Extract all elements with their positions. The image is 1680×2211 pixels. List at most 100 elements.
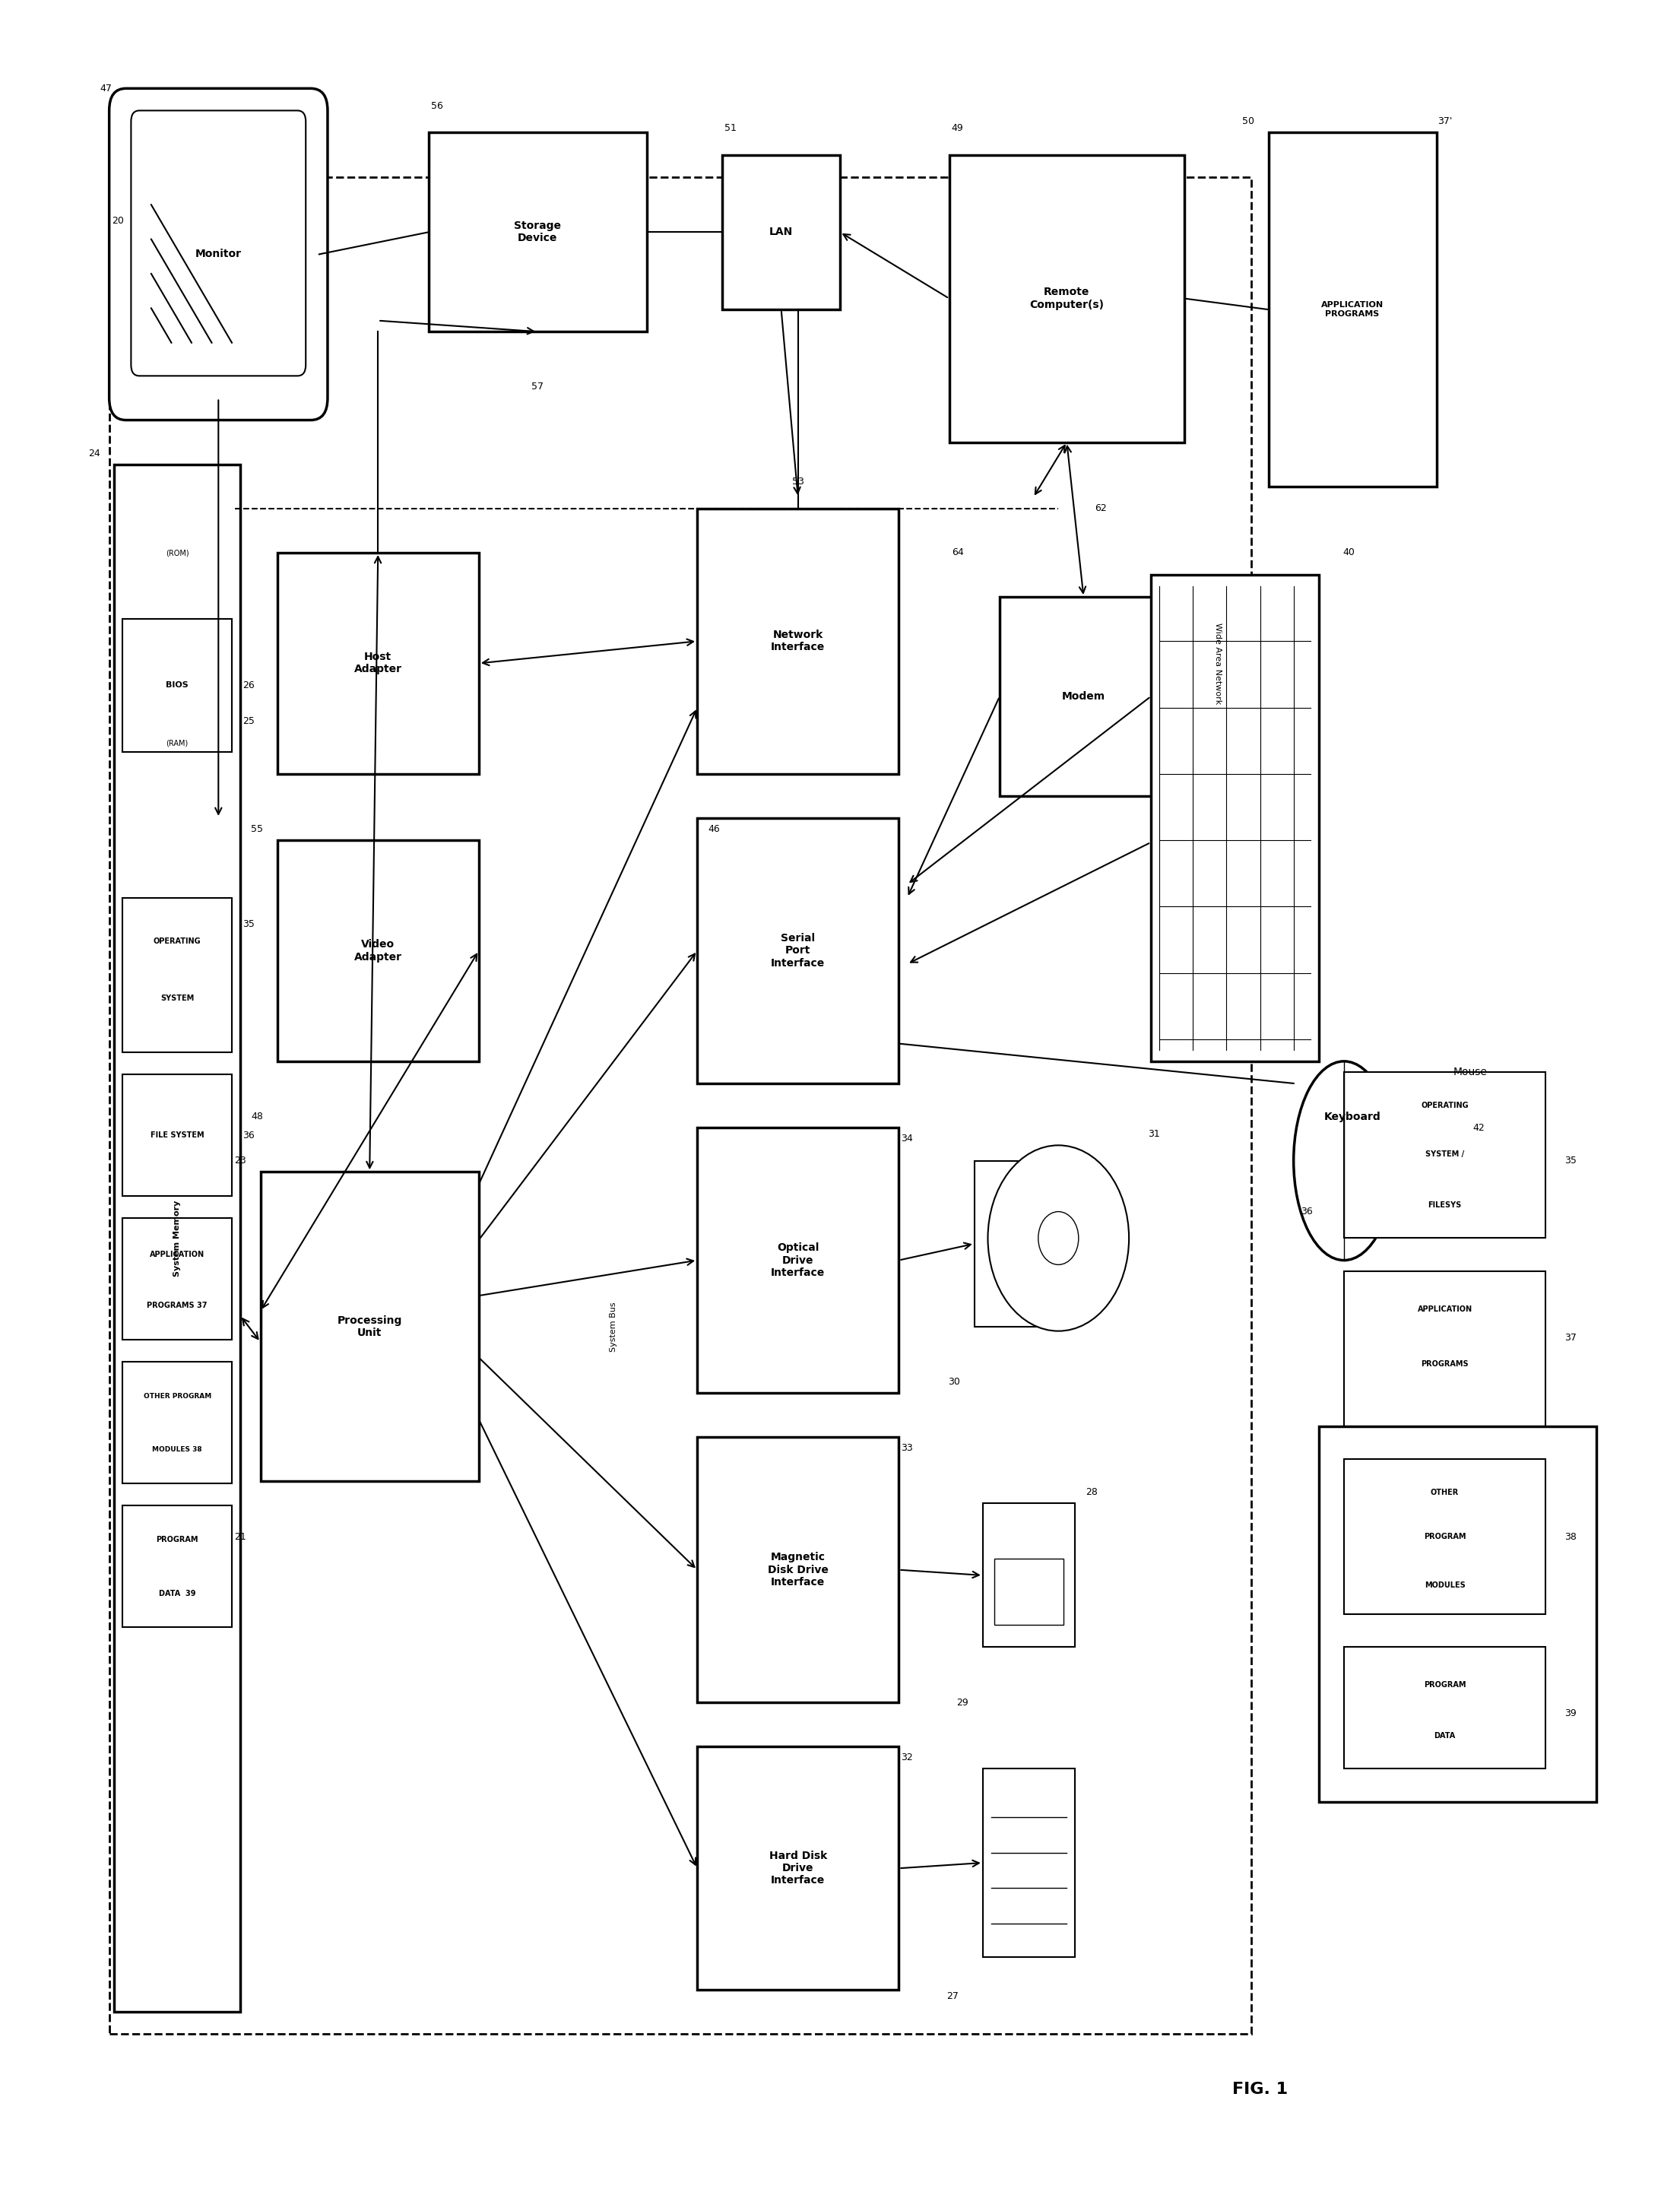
Bar	[277, 553, 479, 774]
Text: Optical
Drive
Interface: Optical Drive Interface	[771, 1243, 825, 1278]
Bar	[1344, 1459, 1546, 1614]
Text: BIOS: BIOS	[166, 681, 188, 690]
Text: Keyboard: Keyboard	[1324, 1112, 1381, 1121]
Bar	[722, 155, 840, 310]
Text: DATA: DATA	[1435, 1731, 1455, 1740]
Bar	[123, 1362, 232, 1484]
Text: PROGRAM: PROGRAM	[1423, 1532, 1467, 1541]
Text: MODULES 38: MODULES 38	[153, 1446, 202, 1453]
Text: 33: 33	[900, 1444, 914, 1453]
Text: 38: 38	[1564, 1532, 1578, 1541]
Text: Remote
Computer(s): Remote Computer(s)	[1030, 287, 1104, 310]
Text: Wide Area Network: Wide Area Network	[1215, 624, 1221, 703]
Bar	[983, 1769, 1075, 1957]
Text: 39: 39	[1564, 1709, 1578, 1718]
Text: 34: 34	[900, 1134, 914, 1143]
Text: 37': 37'	[1438, 117, 1452, 126]
Text: PROGRAMS: PROGRAMS	[1421, 1360, 1468, 1369]
Text: 62: 62	[1094, 504, 1107, 513]
Text: 23: 23	[234, 1156, 247, 1165]
Text: System Bus: System Bus	[610, 1302, 617, 1351]
Text: OPERATING: OPERATING	[1421, 1101, 1468, 1110]
Text: 36: 36	[242, 1130, 255, 1141]
Bar	[1344, 1647, 1546, 1769]
Text: 42: 42	[1472, 1123, 1485, 1132]
Text: APPLICATION: APPLICATION	[150, 1251, 205, 1258]
Text: DATA  39: DATA 39	[160, 1590, 195, 1596]
Bar	[109, 177, 1252, 2034]
Ellipse shape	[1294, 1061, 1394, 1260]
Bar	[995, 1559, 1063, 1625]
Bar	[1000, 597, 1168, 796]
Text: 50: 50	[1242, 117, 1255, 126]
Text: 27: 27	[946, 1992, 959, 2001]
Bar	[697, 1128, 899, 1393]
Text: PROGRAM: PROGRAM	[156, 1537, 198, 1543]
Text: 26: 26	[242, 681, 255, 690]
Text: APPLICATION
PROGRAMS: APPLICATION PROGRAMS	[1320, 301, 1384, 318]
Text: Monitor: Monitor	[195, 250, 242, 259]
Text: FILE SYSTEM: FILE SYSTEM	[151, 1132, 203, 1139]
Bar	[114, 464, 240, 2012]
Bar	[428, 133, 647, 332]
Text: 30: 30	[948, 1377, 961, 1386]
Text: MODULES: MODULES	[1425, 1581, 1465, 1590]
Text: Video
Adapter: Video Adapter	[354, 940, 402, 962]
Text: Host
Adapter: Host Adapter	[354, 652, 402, 674]
Text: 36: 36	[1300, 1207, 1314, 1216]
Bar	[697, 509, 899, 774]
Text: Magnetic
Disk Drive
Interface: Magnetic Disk Drive Interface	[768, 1552, 828, 1587]
Text: 37: 37	[1564, 1333, 1578, 1342]
Bar	[1344, 1072, 1546, 1238]
Text: Network
Interface: Network Interface	[771, 630, 825, 652]
Text: OTHER PROGRAM: OTHER PROGRAM	[143, 1393, 212, 1400]
Text: 51: 51	[724, 124, 738, 133]
Text: LAN: LAN	[769, 228, 793, 237]
Bar	[974, 1161, 1042, 1327]
Text: 56: 56	[430, 102, 444, 111]
Text: 21: 21	[234, 1532, 247, 1541]
FancyBboxPatch shape	[131, 111, 306, 376]
Text: Hard Disk
Drive
Interface: Hard Disk Drive Interface	[769, 1851, 827, 1886]
Bar	[1319, 1426, 1596, 1802]
Text: Serial
Port
Interface: Serial Port Interface	[771, 933, 825, 968]
Bar	[1344, 1271, 1546, 1426]
Text: 49: 49	[951, 124, 964, 133]
Text: (RAM): (RAM)	[166, 738, 188, 747]
Bar	[697, 1437, 899, 1702]
Bar	[123, 1506, 232, 1627]
Bar	[983, 1503, 1075, 1647]
Text: Mouse: Mouse	[1453, 1068, 1487, 1077]
Text: 64: 64	[951, 548, 964, 557]
Text: PROGRAMS 37: PROGRAMS 37	[148, 1302, 207, 1309]
Bar	[277, 840, 479, 1061]
Text: SYSTEM: SYSTEM	[160, 995, 195, 1002]
Text: PROGRAM: PROGRAM	[1423, 1680, 1467, 1689]
Text: 32: 32	[900, 1753, 914, 1762]
Text: Modem: Modem	[1062, 692, 1105, 701]
Text: 31: 31	[1147, 1130, 1161, 1139]
Circle shape	[1038, 1212, 1079, 1265]
Text: 48: 48	[250, 1112, 264, 1121]
Circle shape	[988, 1145, 1129, 1331]
FancyBboxPatch shape	[109, 88, 328, 420]
Text: (ROM): (ROM)	[166, 548, 188, 557]
Bar	[123, 1218, 232, 1340]
Text: 40: 40	[1342, 548, 1356, 557]
Bar	[697, 1747, 899, 1990]
Bar	[1268, 133, 1436, 486]
Text: 53: 53	[791, 478, 805, 486]
Bar	[123, 1075, 232, 1196]
Bar	[697, 818, 899, 1083]
Bar	[949, 155, 1184, 442]
Text: 35: 35	[1564, 1156, 1578, 1165]
Text: 46: 46	[707, 825, 721, 834]
Text: Storage
Device: Storage Device	[514, 221, 561, 243]
Bar	[1151, 575, 1319, 1061]
Text: 28: 28	[1085, 1488, 1099, 1497]
Text: 20: 20	[111, 217, 124, 226]
Text: 35: 35	[242, 920, 255, 929]
Text: 29: 29	[956, 1698, 969, 1707]
Text: FIG. 1: FIG. 1	[1231, 2083, 1289, 2096]
Text: FILESYS: FILESYS	[1428, 1201, 1462, 1209]
